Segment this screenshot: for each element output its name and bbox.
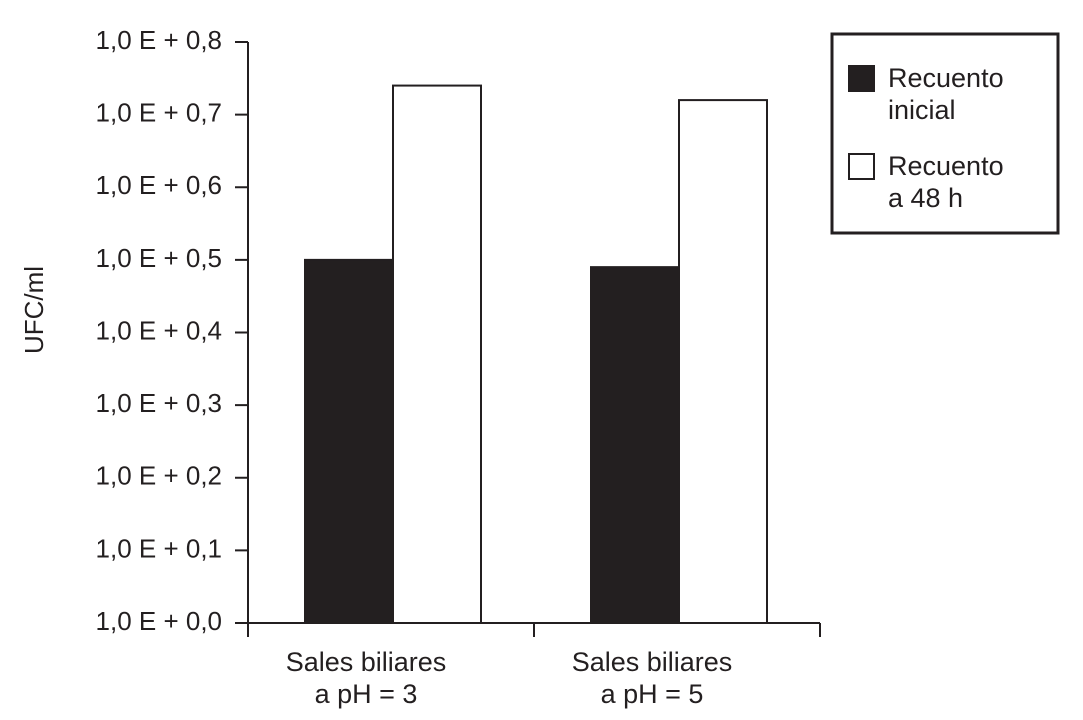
bar <box>678 99 768 625</box>
legend-swatch <box>848 153 875 180</box>
y-tick-label: 1,0 E + 0,4 <box>96 315 222 345</box>
y-tick-label: 1,0 E + 0,0 <box>96 606 222 636</box>
bar <box>392 84 482 624</box>
legend-box <box>830 32 1060 235</box>
y-tick-label: 1,0 E + 0,3 <box>96 388 222 418</box>
bar <box>590 266 680 624</box>
bar <box>304 258 394 624</box>
y-tick-label: 1,0 E + 0,8 <box>96 25 222 55</box>
legend-label: Recuento a 48 h <box>888 151 1004 213</box>
x-tick-label: Sales biliares a pH = 3 <box>285 647 447 709</box>
y-tick-label: 1,0 E + 0,1 <box>96 533 222 563</box>
x-tick-label: Sales biliares a pH = 5 <box>571 647 733 709</box>
legend-label: Recuento inicial <box>888 63 1004 125</box>
y-tick-label: 1,0 E + 0,2 <box>96 461 222 491</box>
y-tick-label: 1,0 E + 0,6 <box>96 170 222 200</box>
y-tick-label: 1,0 E + 0,5 <box>96 243 222 273</box>
y-tick-label: 1,0 E + 0,7 <box>96 98 222 128</box>
legend-swatch <box>848 65 875 92</box>
y-axis-label: UFC/ml <box>19 266 49 354</box>
